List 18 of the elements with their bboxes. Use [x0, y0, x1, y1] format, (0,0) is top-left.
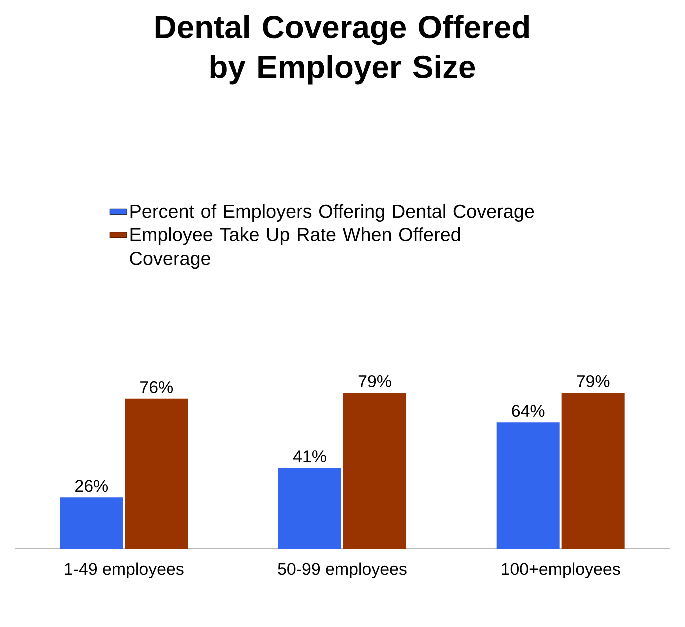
chart-title: Dental Coverage Offered by Employer Size: [156, 15, 530, 85]
x-tick-label: 1-49 employees: [65, 562, 184, 579]
bar: [562, 392, 625, 549]
data-label: 79%: [358, 375, 392, 388]
x-tick-label: 100+employees: [502, 562, 620, 579]
data-label: 79%: [577, 375, 610, 388]
bar: [344, 392, 406, 549]
legend-label: Percent of Employers Offering Dental Coverage: [130, 204, 534, 222]
data-label: 26%: [76, 480, 108, 492]
bar: [496, 422, 560, 549]
legend-label: Employee Take Up Rate When Offered Coverage: [130, 228, 460, 270]
x-tick-label: 50-99 employees: [278, 562, 407, 579]
data-label: 41%: [293, 450, 326, 463]
bar: [60, 498, 124, 549]
bar: [125, 398, 188, 549]
data-label: 64%: [512, 405, 545, 418]
data-label: 76%: [140, 381, 174, 394]
bar: [278, 468, 342, 549]
